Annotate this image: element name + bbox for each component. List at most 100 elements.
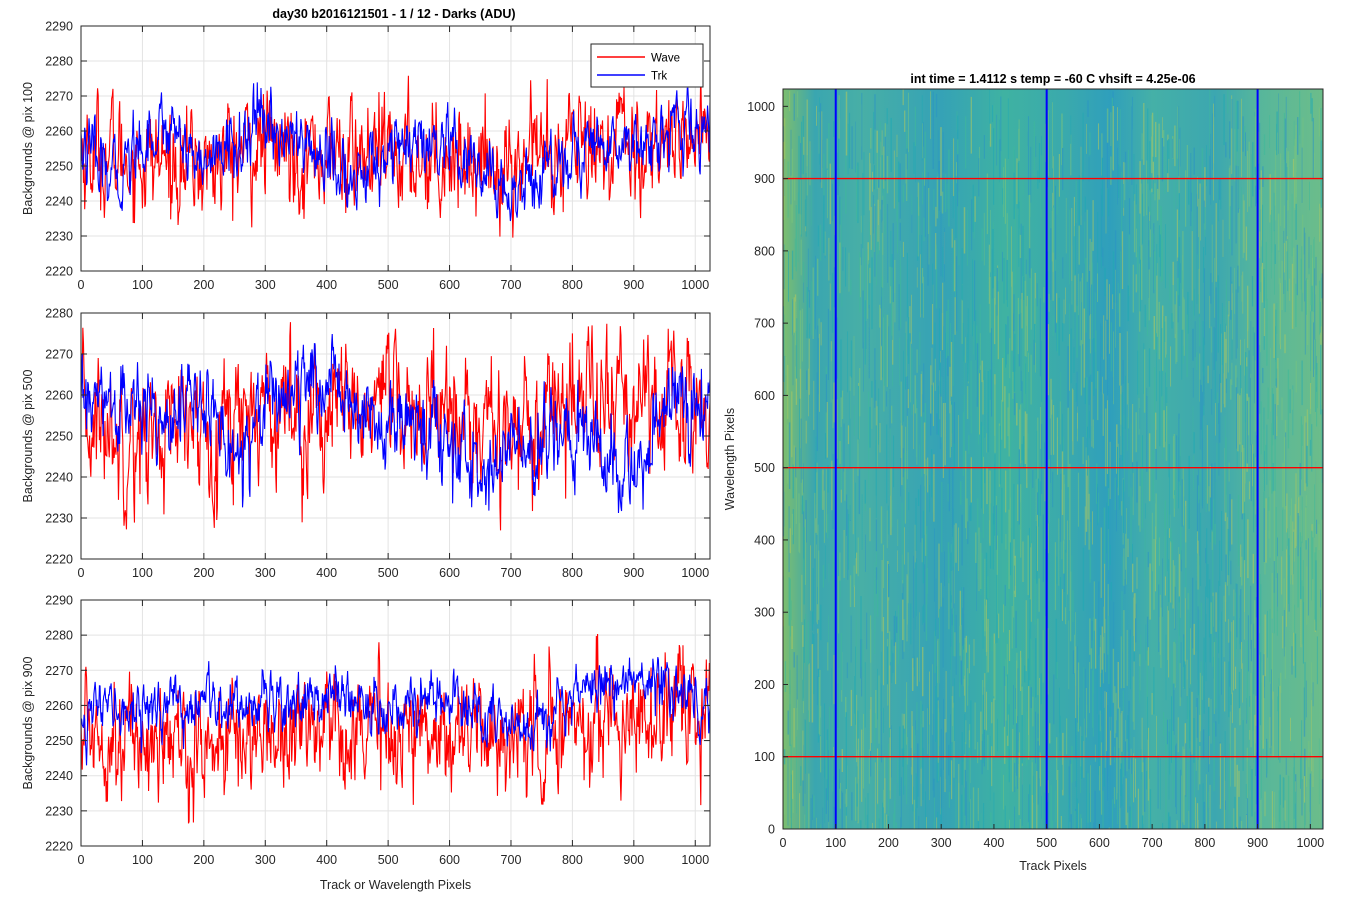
y-tick-label: 2230 [45,230,73,244]
y-tick-label: 500 [754,461,775,475]
x-tick-label: 200 [193,278,214,292]
y-tick-label: 2270 [45,664,73,678]
y-tick-label: 2250 [45,160,73,174]
y-tick-label: 800 [754,244,775,258]
x-tick-label: 700 [501,853,522,867]
heatmap-texture [782,89,1324,829]
y-tick-label: 2220 [45,840,73,854]
figure-title: day30 b2016121501 - 1 / 12 - Darks (ADU) [272,7,515,21]
x-tick-label: 300 [931,836,952,850]
x-tick-label: 0 [78,566,85,580]
plot-area [81,600,710,846]
x-tick-label: 900 [623,853,644,867]
x-tick-label: 400 [316,853,337,867]
x-tick-label: 300 [255,566,276,580]
series-line-wave [81,634,710,824]
legend-label-wave: Wave [651,53,680,65]
y-axis-label: Backgrounds @ pix 100 [21,82,35,215]
x-tick-label: 800 [562,853,583,867]
x-axis-label: Track Pixels [1019,859,1087,873]
y-tick-label: 1000 [747,100,775,114]
heatmap-frame [782,88,1324,830]
axes-frame [80,599,711,847]
x-tick-label: 1000 [681,278,709,292]
x-tick-label: 200 [193,853,214,867]
y-tick-label: 2250 [45,734,73,748]
y-axis-label: Wavelength Pixels [723,408,737,510]
y-tick-label: 2250 [45,430,73,444]
y-tick-label: 2240 [45,471,73,485]
x-tick-label: 600 [439,853,460,867]
series-line-wave [81,71,710,238]
x-tick-label: 900 [623,566,644,580]
x-tick-label: 300 [255,278,276,292]
legend: Wave Trk [590,43,704,88]
x-tick-label: 700 [501,566,522,580]
x-tick-label: 600 [439,566,460,580]
axes-frame [80,25,711,272]
x-tick-label: 400 [316,566,337,580]
y-tick-label: 2270 [45,90,73,104]
x-tick-label: 100 [132,278,153,292]
y-tick-label: 900 [754,172,775,186]
y-tick-label: 200 [754,678,775,692]
series-line-trk [81,656,710,766]
x-tick-label: 500 [1036,836,1057,850]
x-tick-label: 600 [1089,836,1110,850]
y-axis-label: Backgrounds @ pix 500 [21,370,35,503]
y-tick-label: 2240 [45,769,73,783]
x-tick-label: 500 [378,278,399,292]
x-tick-label: 500 [378,566,399,580]
y-tick-label: 2280 [45,307,73,321]
y-tick-label: 2260 [45,389,73,403]
x-tick-label: 700 [501,278,522,292]
x-tick-label: 800 [562,278,583,292]
x-tick-label: 300 [255,853,276,867]
x-tick-label: 800 [1194,836,1215,850]
y-tick-label: 2260 [45,125,73,139]
x-tick-label: 800 [562,566,583,580]
y-tick-label: 2240 [45,195,73,209]
x-tick-label: 200 [193,566,214,580]
y-tick-label: 2290 [45,594,73,608]
plot-panel-middle: 0 100 200 300 400 500 600 700 800 900 1000 2220 2230… [21,307,711,580]
y-tick-label: 2290 [45,20,73,34]
y-tick-label: 0 [768,823,775,837]
x-tick-label: 0 [78,853,85,867]
y-tick-label: 400 [754,533,775,547]
x-tick-label: 500 [378,853,399,867]
x-tick-label: 600 [439,278,460,292]
plot-panel-top: 0 100 200 300 400 500 600 700 800 900 1000 2220 2230… [21,20,711,292]
y-tick-label: 2280 [45,629,73,643]
x-tick-label: 400 [984,836,1005,850]
legend-label-trk: Trk [651,71,667,83]
heatmap-panel: 0 100 200 300 400 500 600 700 800 900 1000 0 100 200 3… [723,72,1324,873]
heatmap-title: int time = 1.4112 s temp = -60 C vhsift … [910,72,1195,86]
y-tick-label: 2220 [45,553,73,567]
x-tick-label: 0 [780,836,787,850]
x-tick-label: 0 [78,278,85,292]
legend-box [590,43,704,88]
y-tick-label: 300 [754,606,775,620]
x-tick-label: 900 [623,278,644,292]
series-line-trk [81,82,710,222]
y-tick-label: 2270 [45,348,73,362]
x-tick-label: 1000 [1296,836,1324,850]
panels: 0 100 200 300 400 500 600 700 800 900 100022202230… [21,20,1324,893]
y-tick-label: 2230 [45,804,73,818]
x-tick-label: 100 [132,853,153,867]
y-axis-label: Backgrounds @ pix 900 [21,657,35,790]
x-tick-label: 100 [132,566,153,580]
x-tick-label: 1000 [681,566,709,580]
y-tick-label: 600 [754,389,775,403]
x-tick-label: 400 [316,278,337,292]
x-tick-label: 700 [1142,836,1163,850]
y-tick-label: 2230 [45,512,73,526]
plot-panel-bottom: 0 100 200 300 400 500 600 700 800 900 1000 2220 2230… [21,594,711,892]
x-tick-label: 100 [825,836,846,850]
y-tick-label: 2280 [45,55,73,69]
series-line-trk [81,333,710,513]
y-tick-label: 700 [754,317,775,331]
x-tick-label: 200 [878,836,899,850]
